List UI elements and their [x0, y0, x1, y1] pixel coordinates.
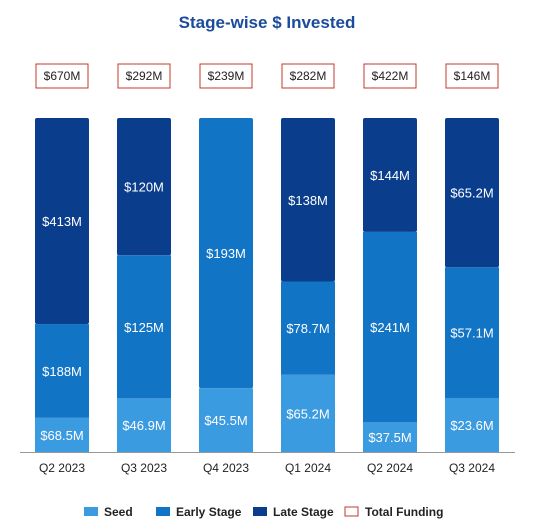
- total-funding-label: $239M: [208, 69, 245, 83]
- bar-segment-late-stage: [117, 118, 171, 256]
- legend-label: Seed: [104, 505, 133, 519]
- legend-label: Late Stage: [273, 505, 334, 519]
- bar-segment-seed: [445, 397, 499, 452]
- total-funding-box: [199, 63, 253, 89]
- x-tick-label: Q2 2023: [39, 461, 85, 475]
- data-label: $78.7M: [286, 321, 329, 336]
- data-label: $37.5M: [368, 430, 411, 445]
- data-label: $45.5M: [204, 413, 247, 428]
- legend-swatch: [344, 506, 359, 517]
- x-tick-label: Q4 2023: [203, 461, 249, 475]
- legend-label: Early Stage: [176, 505, 242, 519]
- total-funding-box: [35, 63, 89, 89]
- total-funding-label: $670M: [44, 69, 81, 83]
- bar-segment-seed: [363, 422, 417, 452]
- bar-segment-early-stage: [35, 324, 89, 418]
- data-label: $125M: [124, 320, 164, 335]
- bar-segment-late-stage: [35, 118, 89, 325]
- data-label: $188M: [42, 364, 82, 379]
- total-funding-box: [117, 63, 171, 89]
- total-funding-box: [445, 63, 499, 89]
- bar-segment-early-stage: [363, 231, 417, 423]
- x-tick-label: Q3 2023: [121, 461, 167, 475]
- bar-segment-late-stage: [281, 118, 335, 282]
- legend-swatch: [156, 507, 170, 516]
- bar-segment-early-stage: [445, 267, 499, 398]
- bar-segment-early-stage: [117, 255, 171, 399]
- bar-segment-seed: [35, 417, 89, 452]
- total-funding-label: $292M: [126, 69, 163, 83]
- data-label: $68.5M: [40, 428, 83, 443]
- chart-title: Stage-wise $ Invested: [179, 13, 356, 32]
- x-tick-label: Q3 2024: [449, 461, 495, 475]
- total-funding-label: $282M: [290, 69, 327, 83]
- x-tick-label: Q2 2024: [367, 461, 413, 475]
- legend-swatch: [84, 507, 98, 516]
- bar-segment-late-stage: [363, 118, 417, 232]
- data-label: $144M: [370, 168, 410, 183]
- total-funding-label: $146M: [454, 69, 491, 83]
- total-funding-box: [363, 63, 417, 89]
- bar-segment-seed: [117, 398, 171, 452]
- x-tick-label: Q1 2024: [285, 461, 331, 475]
- data-label: $57.1M: [450, 326, 493, 341]
- legend-swatch: [253, 507, 267, 516]
- bar-segment-seed: [281, 374, 335, 452]
- data-label: $65.2M: [286, 406, 329, 421]
- data-label: $241M: [370, 320, 410, 335]
- legend-label: Total Funding: [365, 505, 443, 519]
- data-label: $138M: [288, 193, 328, 208]
- total-funding-box: [281, 63, 335, 89]
- total-funding-label: $422M: [372, 69, 409, 83]
- data-label: $413M: [42, 214, 82, 229]
- data-label: $23.6M: [450, 418, 493, 433]
- data-label: $46.9M: [122, 418, 165, 433]
- data-label: $193M: [206, 246, 246, 261]
- data-label: $65.2M: [450, 186, 493, 201]
- bar-segment-late-stage: [445, 118, 499, 268]
- bar-segment-early-stage: [199, 118, 253, 389]
- bar-segment-seed: [199, 388, 253, 452]
- data-label: $120M: [124, 180, 164, 195]
- bar-segment-early-stage: [281, 281, 335, 375]
